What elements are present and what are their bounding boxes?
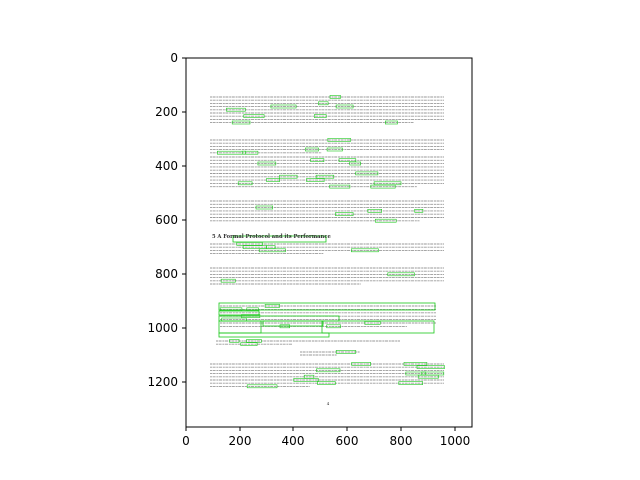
word-box [257, 161, 277, 166]
page-number: 4 [327, 401, 330, 406]
word-box [279, 174, 298, 179]
x-tick-label: 1000 [440, 434, 471, 448]
x-tick-label: 0 [182, 434, 190, 448]
x-tick-label: 800 [390, 434, 413, 448]
word-box [387, 272, 415, 277]
word-box [374, 218, 397, 223]
word-box [326, 324, 341, 329]
y-tick-label: 1200 [147, 375, 178, 389]
word-box [417, 374, 439, 379]
word-box [306, 178, 325, 182]
section-heading: 5 A Formal Protocol and its Performance [212, 234, 331, 240]
word-box [335, 212, 354, 216]
word-box [316, 368, 341, 373]
detection-boxes [217, 95, 445, 389]
word-box [416, 365, 445, 369]
word-box [373, 181, 402, 186]
word-box [403, 362, 428, 366]
y-axis: 0 200 400 600 800 1000 1200 [147, 51, 186, 389]
x-axis: 0 200 400 600 800 1000 [182, 427, 470, 448]
word-box [293, 378, 319, 382]
word-box [241, 150, 259, 155]
word-box [351, 362, 372, 366]
word-box [335, 350, 357, 354]
y-tick-label: 1000 [147, 321, 178, 335]
word-box [349, 161, 362, 166]
word-box [350, 248, 379, 253]
word-box [243, 114, 265, 118]
word-box [318, 101, 329, 106]
y-tick-label: 200 [155, 105, 178, 119]
word-box [242, 245, 268, 249]
word-box [329, 95, 341, 99]
region-box [218, 310, 260, 316]
y-tick-label: 800 [155, 267, 178, 281]
word-box [370, 184, 396, 189]
word-box [329, 184, 351, 189]
word-box [315, 174, 335, 179]
word-box [317, 381, 336, 385]
word-box [338, 158, 357, 162]
word-box [231, 120, 251, 125]
region-box [262, 320, 324, 327]
document-text-lines [210, 96, 444, 387]
word-box [310, 158, 325, 162]
word-box [335, 104, 354, 109]
region-box [232, 235, 327, 243]
word-box [305, 147, 319, 152]
word-box [266, 178, 280, 182]
word-box [229, 339, 240, 343]
word-box [327, 138, 351, 142]
word-box [270, 104, 297, 109]
word-box [313, 114, 327, 118]
word-box [258, 248, 286, 253]
word-box [246, 384, 278, 389]
y-tick-label: 400 [155, 159, 178, 173]
word-box [414, 209, 424, 213]
word-box [220, 278, 236, 283]
region-box [321, 320, 435, 334]
word-box [255, 205, 274, 210]
word-box [226, 107, 246, 112]
y-tick-label: 600 [155, 213, 178, 227]
word-box [217, 150, 247, 155]
x-tick-label: 600 [336, 434, 359, 448]
word-box [384, 120, 398, 125]
word-box [367, 209, 382, 213]
x-tick-label: 400 [282, 434, 305, 448]
word-box [237, 181, 253, 186]
word-box [264, 304, 280, 308]
word-box [355, 171, 379, 176]
word-box [240, 342, 258, 346]
word-box [405, 371, 427, 376]
region-box [218, 302, 436, 311]
word-box [326, 147, 343, 152]
region-box [218, 332, 330, 338]
x-tick-label: 200 [229, 434, 252, 448]
word-box [398, 381, 423, 385]
y-tick-label: 0 [170, 51, 178, 65]
